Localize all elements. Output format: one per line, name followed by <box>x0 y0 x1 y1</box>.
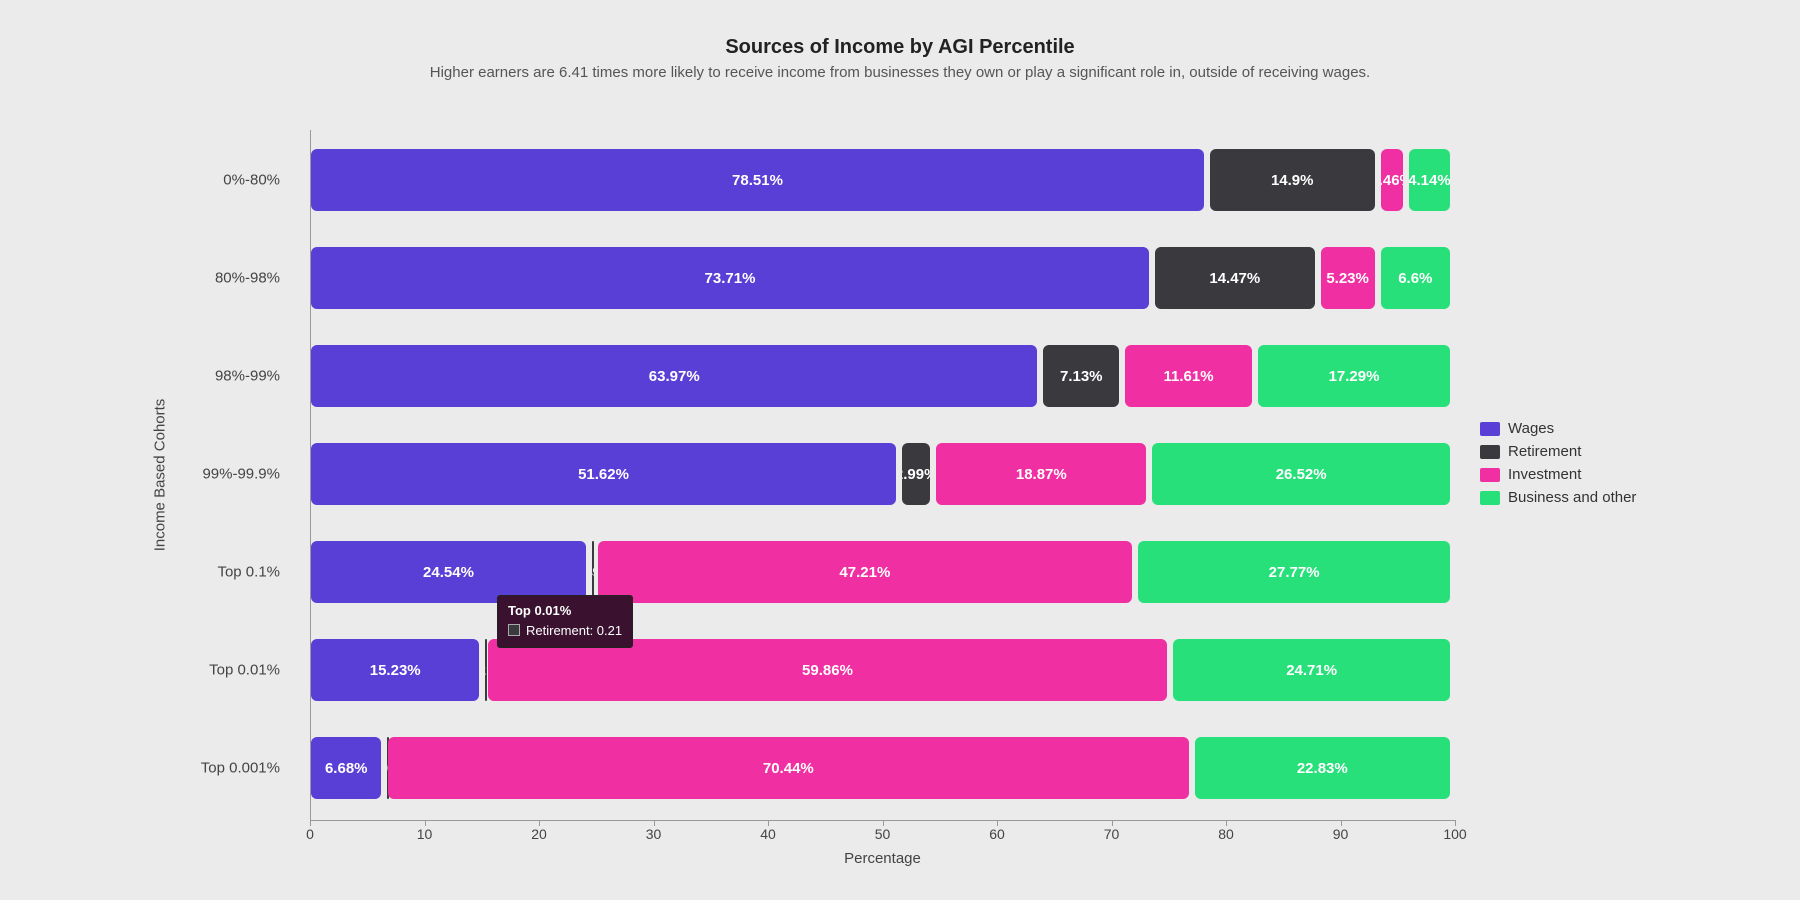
bar-segment-wages[interactable]: 73.71% <box>311 247 1149 309</box>
bar-segment-business[interactable]: 22.83% <box>1195 737 1450 799</box>
bar-segment-retirement[interactable]: 2.99% <box>902 443 930 505</box>
bar-segment-retirement[interactable]: 14.9% <box>1210 149 1375 211</box>
bar-segment-investment[interactable]: 11.61% <box>1125 345 1252 407</box>
bar-row: 51.62%2.99%18.87%26.52% <box>311 443 1456 505</box>
bar-segment-retirement[interactable]: 14.47% <box>1155 247 1315 309</box>
y-tick-label: 98%-99% <box>0 368 280 385</box>
y-tick-label: Top 0.01% <box>0 662 280 679</box>
legend-swatch <box>1480 468 1500 482</box>
bar-segment-business[interactable]: 4.14% <box>1409 149 1450 211</box>
bar-segment-business[interactable]: 24.71% <box>1173 639 1450 701</box>
legend-label: Retirement <box>1508 443 1581 460</box>
bar-segment-business[interactable]: 27.77% <box>1138 541 1450 603</box>
x-tick-label: 20 <box>531 826 547 842</box>
y-tick-label: 99%-99.9% <box>0 466 280 483</box>
legend-item-investment[interactable]: Investment <box>1480 466 1636 483</box>
legend-swatch <box>1480 422 1500 436</box>
x-tick-label: 30 <box>646 826 662 842</box>
legend-item-retirement[interactable]: Retirement <box>1480 443 1636 460</box>
x-tick-label: 50 <box>875 826 891 842</box>
bar-row: 24.54% 0.49% 47.21%27.77% <box>311 541 1456 603</box>
bar-segment-business[interactable]: 6.6% <box>1381 247 1451 309</box>
bar-segment-wages[interactable]: 15.23% <box>311 639 479 701</box>
plot-area: 78.51%14.9%2.46%4.14%73.71%14.47%5.23%6.… <box>310 130 1456 821</box>
x-tick-label: 70 <box>1104 826 1120 842</box>
bar-segment-investment[interactable]: 18.87% <box>936 443 1146 505</box>
legend-label: Business and other <box>1508 489 1636 506</box>
y-tick-label: 80%-98% <box>0 270 280 287</box>
x-tick-label: 0 <box>306 826 314 842</box>
bar-segment-retirement[interactable]: 7.13% <box>1043 345 1119 407</box>
bar-segment-investment[interactable]: 5.23% <box>1321 247 1375 309</box>
y-tick-label: Top 0.001% <box>0 760 280 777</box>
x-tick-label: 10 <box>417 826 433 842</box>
legend-swatch <box>1480 491 1500 505</box>
x-axis-title: Percentage <box>310 850 1455 867</box>
legend-label: Wages <box>1508 420 1554 437</box>
bar-segment-investment[interactable]: 47.21% <box>598 541 1133 603</box>
legend-label: Investment <box>1508 466 1581 483</box>
legend-swatch <box>1480 445 1500 459</box>
bar-segment-investment[interactable]: 70.44% <box>388 737 1189 799</box>
y-tick-label: Top 0.1% <box>0 564 280 581</box>
bar-row: 15.23%0.21%59.86%24.71% <box>311 639 1456 701</box>
bar-segment-wages[interactable]: 24.54% <box>311 541 586 603</box>
bar-row: 73.71%14.47%5.23%6.6% <box>311 247 1456 309</box>
x-tick-label: 80 <box>1218 826 1234 842</box>
bar-segment-business[interactable]: 26.52% <box>1152 443 1450 505</box>
bar-segment-investment[interactable]: 2.46% <box>1381 149 1403 211</box>
bar-segment-wages[interactable]: 63.97% <box>311 345 1037 407</box>
y-tick-label: 0%-80% <box>0 172 280 189</box>
bar-segment-wages[interactable]: 6.68% <box>311 737 381 799</box>
x-tick-label: 40 <box>760 826 776 842</box>
legend-item-wages[interactable]: Wages <box>1480 420 1636 437</box>
bar-segment-investment[interactable]: 59.86% <box>488 639 1167 701</box>
bar-row: 78.51%14.9% 2.46% 4.14% <box>311 149 1456 211</box>
bar-row: 6.68%0.05%70.44%22.83% <box>311 737 1456 799</box>
chart-title: Sources of Income by AGI Percentile <box>0 36 1800 59</box>
x-tick-label: 100 <box>1443 826 1466 842</box>
legend: Wages Retirement Investment Business and ot… <box>1480 420 1636 512</box>
bar-row: 63.97%7.13%11.61%17.29% <box>311 345 1456 407</box>
chart-container: Sources of Income by AGI Percentile High… <box>0 0 1800 900</box>
bar-segment-retirement[interactable]: 0.49% <box>592 541 594 603</box>
chart-subtitle: Higher earners are 6.41 times more likel… <box>0 64 1800 81</box>
bar-segment-wages[interactable]: 78.51% <box>311 149 1204 211</box>
x-tick-label: 90 <box>1333 826 1349 842</box>
bar-segment-wages[interactable]: 51.62% <box>311 443 896 505</box>
bar-segment-business[interactable]: 17.29% <box>1258 345 1450 407</box>
x-tick-label: 60 <box>989 826 1005 842</box>
legend-item-business[interactable]: Business and other <box>1480 489 1636 506</box>
